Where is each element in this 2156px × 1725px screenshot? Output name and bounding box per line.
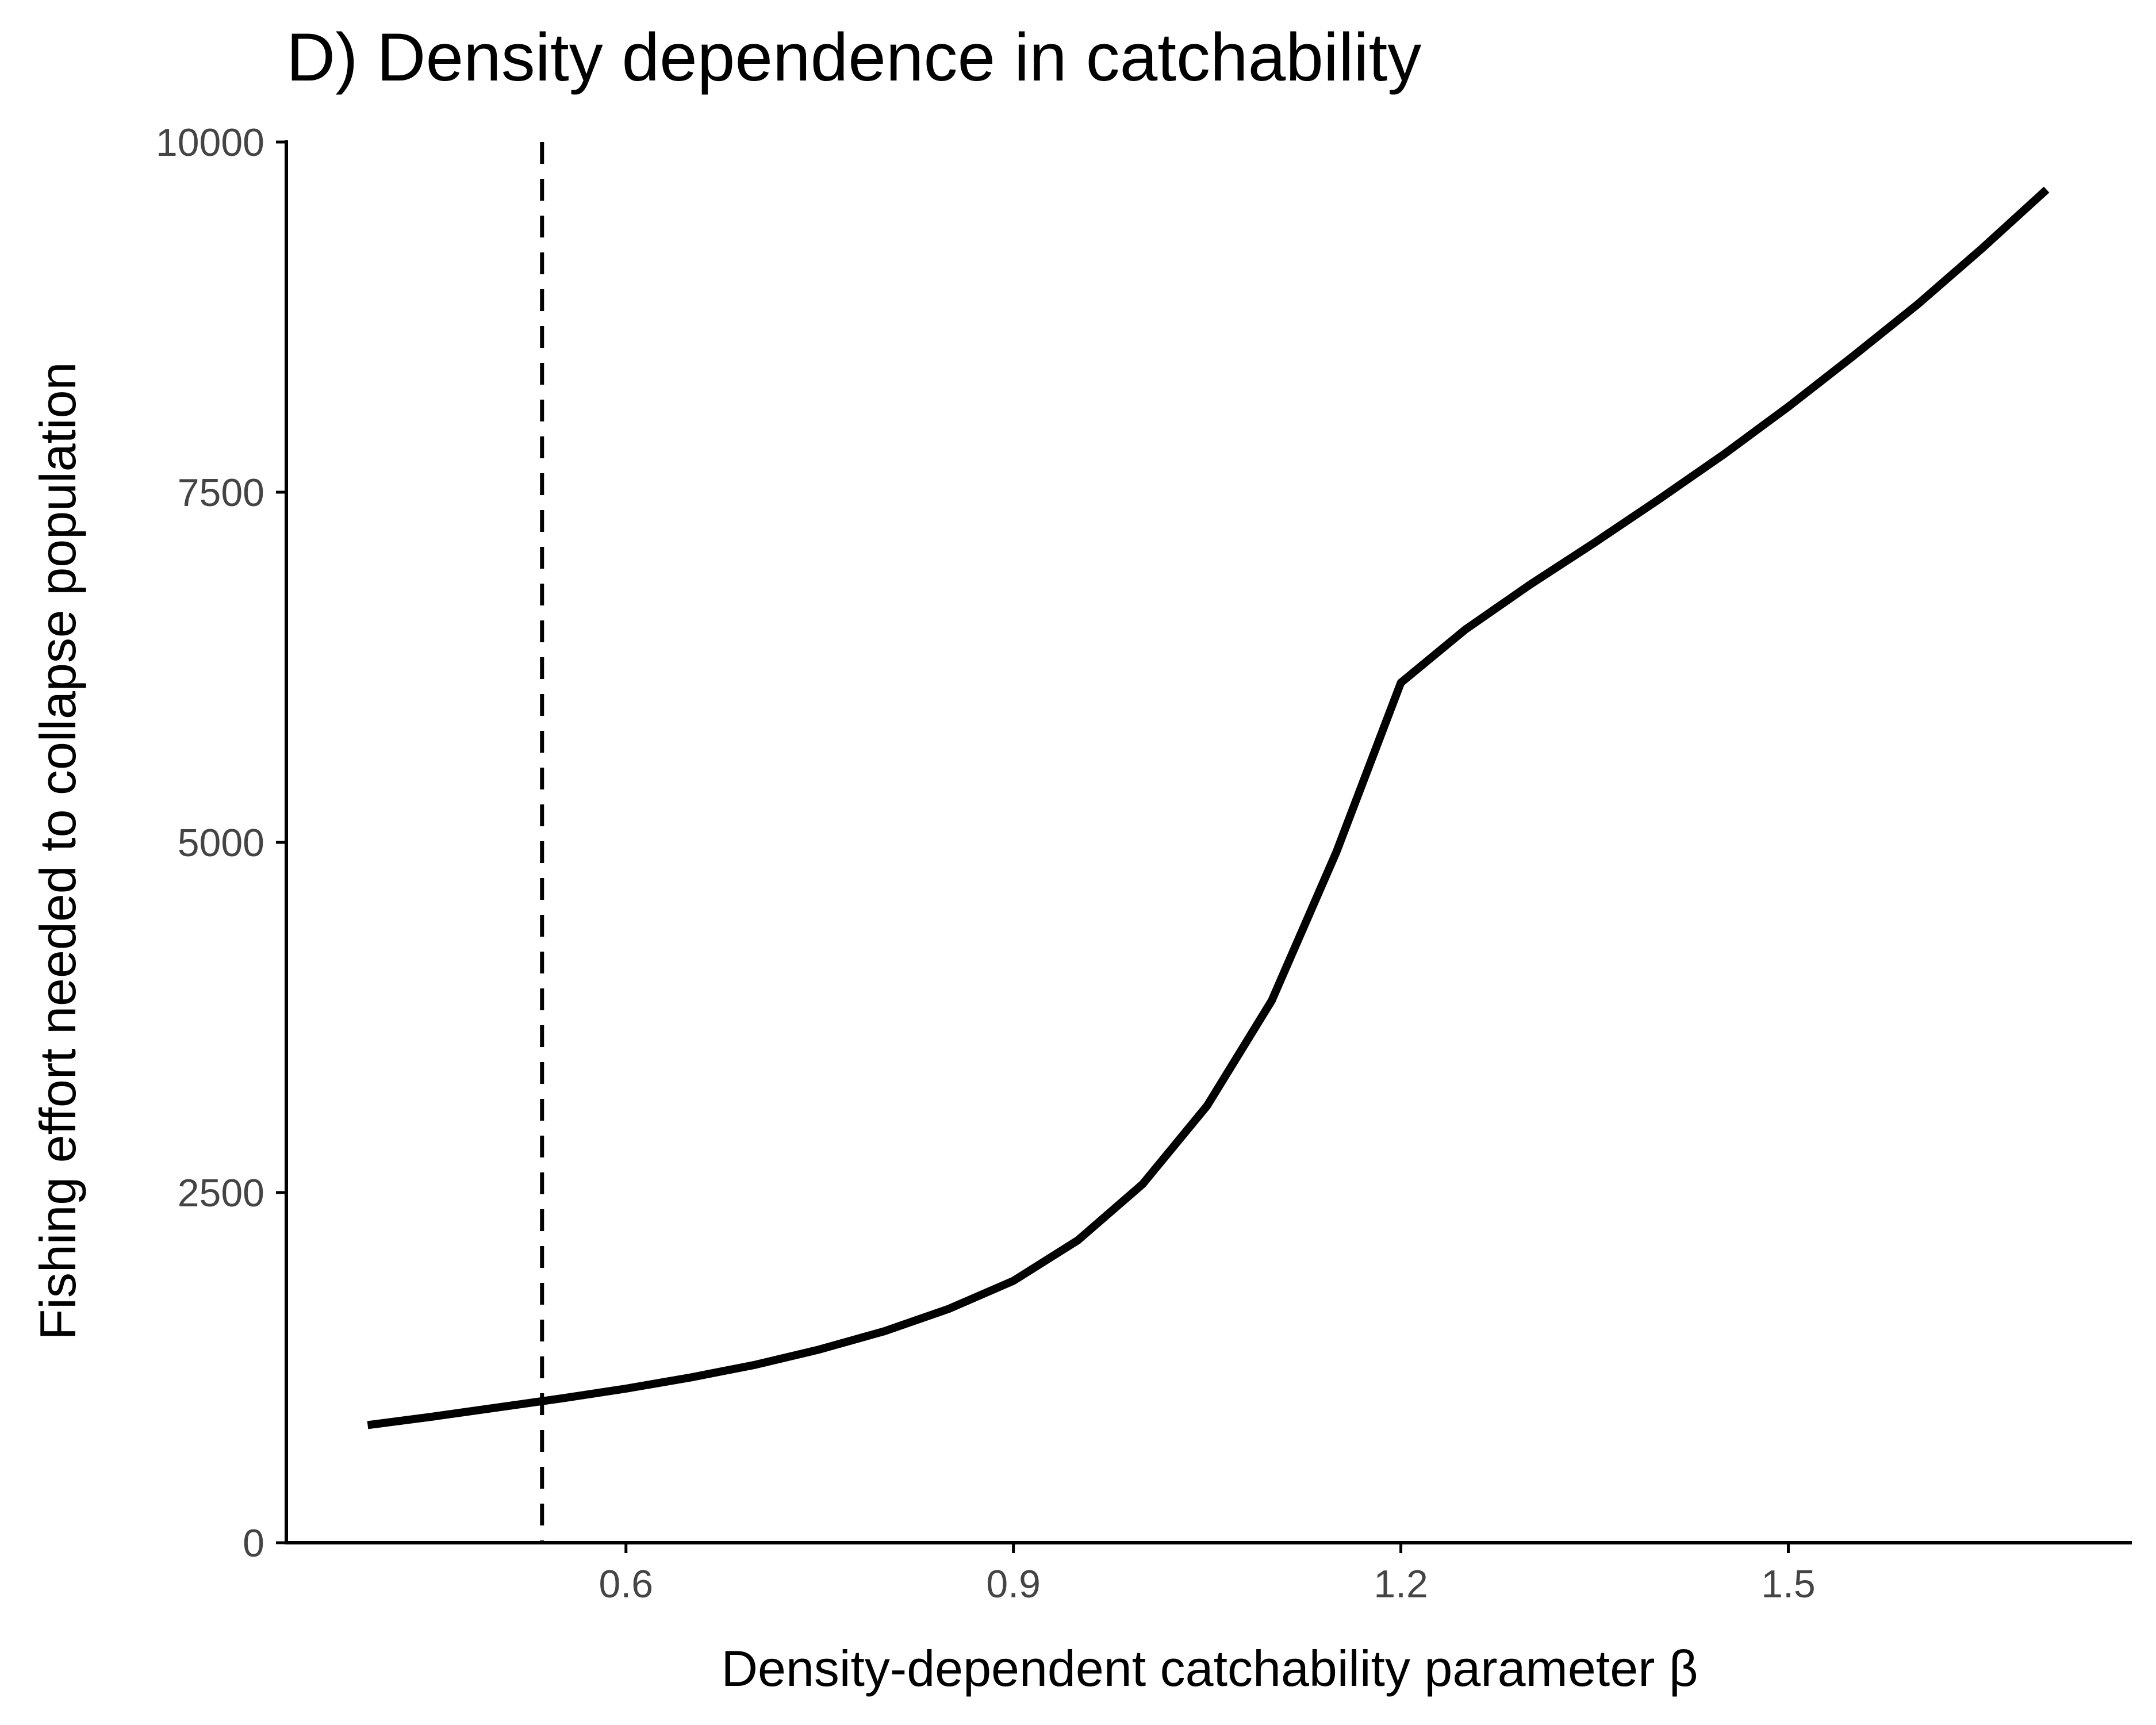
series-line xyxy=(367,186,2050,1429)
plot-area xyxy=(367,142,2050,1543)
y-tick-label: 7500 xyxy=(178,471,264,515)
y-tick-label: 5000 xyxy=(178,821,264,865)
x-axis-ticks: 0.6 0.9 1.2 1.5 xyxy=(599,1543,1816,1606)
y-tick-label: 2500 xyxy=(178,1171,264,1215)
x-axis-title: Density-dependent catchability parameter… xyxy=(721,1640,1698,1697)
chart-title: D) Density dependence in catchability xyxy=(286,20,1421,95)
x-tick-label: 0.6 xyxy=(599,1562,654,1606)
y-axis-ticks: 0 2500 5000 7500 10000 xyxy=(156,121,286,1565)
y-tick-label: 0 xyxy=(243,1521,264,1565)
y-tick-label: 10000 xyxy=(156,121,264,164)
x-tick-label: 0.9 xyxy=(986,1562,1041,1606)
x-tick-label: 1.2 xyxy=(1374,1562,1428,1606)
x-tick-label: 1.5 xyxy=(1761,1562,1816,1606)
y-axis-title: Fishing effort needed to collapse popula… xyxy=(29,362,86,1340)
